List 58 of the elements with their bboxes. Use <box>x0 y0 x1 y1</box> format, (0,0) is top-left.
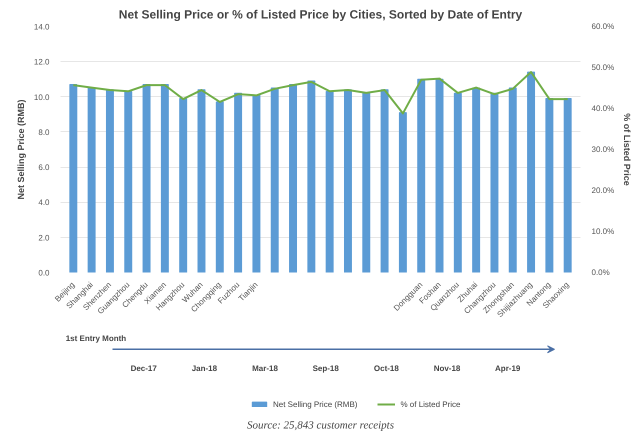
source-note: Source: 25,843 customer receipts <box>246 419 394 432</box>
y-tick-label: 10.0 <box>34 92 50 102</box>
y-tick-label: 2.0 <box>38 233 50 242</box>
bar <box>179 98 188 272</box>
bar <box>490 92 498 272</box>
y2-tick-label: 60.0% <box>592 22 614 31</box>
bar <box>417 78 426 272</box>
bar <box>69 84 78 272</box>
bar <box>362 92 370 272</box>
bar <box>198 89 206 272</box>
bar <box>252 94 260 272</box>
bar <box>344 89 352 272</box>
legend-label: % of Listed Price <box>400 399 460 409</box>
bar <box>545 98 554 272</box>
y-tick-label: 6.0 <box>38 163 50 172</box>
y-tick-label: 12.0 <box>34 58 50 67</box>
bar <box>380 89 389 272</box>
text: Mar-18 <box>252 364 278 374</box>
bar <box>307 80 316 272</box>
bar <box>398 112 407 272</box>
bar <box>160 84 169 272</box>
y2-axis-title: % of Listed Price <box>622 113 632 186</box>
bar <box>564 98 572 272</box>
y-axis-title: Net Selling Price (RMB) <box>16 99 26 200</box>
bar <box>454 92 462 272</box>
text: Apr-19 <box>495 364 521 374</box>
bar <box>234 92 242 272</box>
legend-label: Net Selling Price (RMB) <box>273 399 358 409</box>
text: Sep-18 <box>312 364 340 374</box>
chart-title: Net Selling Price or % of Listed Price by Cities, Sorted by Date of Entry <box>118 8 523 22</box>
line-series <box>72 71 569 114</box>
bar <box>88 88 96 272</box>
bar <box>270 88 279 272</box>
y-tick-label: 4.0 <box>38 198 50 208</box>
y2-tick-label: 20.0% <box>592 186 614 195</box>
y2-tick-label: 40.0% <box>592 104 614 113</box>
bar <box>508 88 517 272</box>
y2-tick-label: 10.0% <box>592 227 614 236</box>
y-tick-label: 14.0 <box>34 22 50 32</box>
y2-tick-label: 50.0% <box>592 63 614 72</box>
bar <box>436 78 444 272</box>
text: Jan-18 <box>192 364 218 374</box>
bar <box>527 72 536 272</box>
text: 1st Entry Month <box>66 334 126 343</box>
bar <box>216 102 224 272</box>
y-tick-label: 0.0 <box>38 268 50 278</box>
y2-tick-label: 30.0% <box>592 145 614 154</box>
bar <box>142 84 151 272</box>
bar <box>472 88 480 272</box>
text: Dec-17 <box>130 364 158 374</box>
text: Oct-18 <box>374 364 400 374</box>
text: Nov-18 <box>434 364 461 374</box>
bar <box>106 89 114 272</box>
bar <box>124 91 132 272</box>
bar <box>326 91 334 272</box>
y-tick-label: 8.0 <box>38 128 50 137</box>
y2-tick-label: 0.0% <box>592 268 610 277</box>
bar <box>289 84 298 272</box>
